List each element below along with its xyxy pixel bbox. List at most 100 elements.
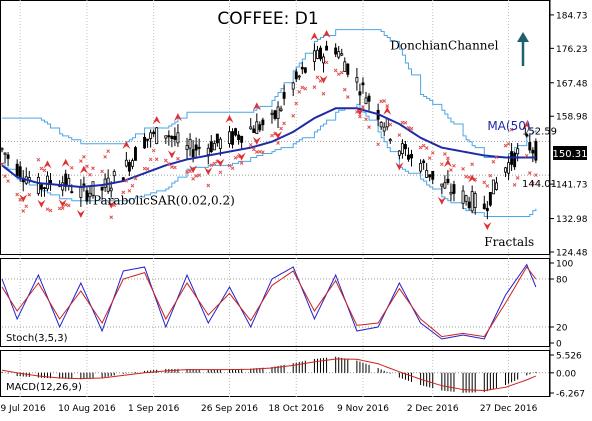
sar-dot xyxy=(91,166,95,171)
candle-body xyxy=(273,110,277,119)
candle-body xyxy=(355,76,359,83)
candle-body xyxy=(173,135,177,140)
sar-dot xyxy=(185,170,189,174)
candle-body xyxy=(194,144,198,151)
sar-dot xyxy=(142,166,147,171)
fractal-down-marker xyxy=(395,162,404,171)
sar-dot xyxy=(254,150,259,154)
candle-body xyxy=(15,163,19,177)
sar-dot xyxy=(103,154,107,159)
candle-body xyxy=(276,106,280,119)
sar-dot xyxy=(494,155,499,160)
candle-body xyxy=(6,154,10,159)
sar-dot xyxy=(333,68,338,73)
price-tick-label: 132.98 xyxy=(556,215,588,225)
candle-body xyxy=(279,108,283,111)
sar-dot xyxy=(321,91,326,96)
candle-body xyxy=(255,121,259,135)
candle-body xyxy=(494,182,498,190)
annotation-parabolic-sar: ParabolicSAR(0.02,0.2) xyxy=(93,194,235,208)
candle-body xyxy=(82,183,86,186)
sar-dot xyxy=(297,90,302,94)
candle-body xyxy=(212,143,216,151)
sar-dot xyxy=(361,105,365,110)
fractal-down-marker xyxy=(107,200,116,209)
candle-body xyxy=(127,161,131,172)
candle-body xyxy=(403,144,407,150)
price-tick-label: 158.98 xyxy=(556,113,588,123)
fractal-up-marker xyxy=(468,174,477,183)
candle-body xyxy=(319,47,322,60)
sar-dot xyxy=(485,184,490,188)
sar-dot xyxy=(379,99,384,104)
sar-dot xyxy=(82,155,86,159)
sar-dot xyxy=(106,149,111,154)
candle-body xyxy=(431,170,435,180)
candle-body xyxy=(61,182,65,191)
fractal-up-marker xyxy=(383,106,392,115)
fractal-down-marker xyxy=(167,150,176,159)
sar-dot xyxy=(449,168,453,172)
sar-dot xyxy=(248,142,253,147)
sar-dot xyxy=(515,175,520,180)
candle-body xyxy=(155,127,159,144)
candle-body xyxy=(449,191,453,195)
sar-dot xyxy=(270,133,274,138)
candle-body xyxy=(382,126,386,132)
fractal-down-marker xyxy=(274,131,283,140)
candle-body xyxy=(46,175,49,190)
sar-dot xyxy=(24,204,29,209)
sar-dot xyxy=(461,166,465,171)
fractal-up-marker xyxy=(122,140,131,149)
sar-dot xyxy=(148,157,153,162)
sar-dot xyxy=(18,197,23,202)
candle-body xyxy=(294,71,298,80)
candle-body xyxy=(240,135,244,143)
sar-dot xyxy=(85,164,89,169)
stoch-layer xyxy=(1,263,537,340)
sar-dot xyxy=(279,126,283,131)
price-layer xyxy=(0,29,538,231)
level-label-144-01: 144.01 xyxy=(522,179,557,190)
candle-body xyxy=(464,195,468,202)
candle-body xyxy=(337,51,341,58)
sar-dot xyxy=(151,148,156,153)
price-tick-label: 167.48 xyxy=(556,79,588,89)
candle-body xyxy=(516,148,520,155)
candle-body xyxy=(473,193,477,208)
fractal-up-marker xyxy=(225,114,234,123)
x-tick-label: 26 Sep 2016 xyxy=(201,404,258,414)
candle-body xyxy=(252,128,256,133)
candle-body xyxy=(446,178,450,183)
sar-dot xyxy=(39,166,44,171)
fractal-up-marker xyxy=(322,29,331,38)
stoch-tick-label: 100 xyxy=(556,260,573,270)
candle-body xyxy=(209,141,213,153)
trend-up-arrow-icon xyxy=(517,32,529,66)
sar-dot xyxy=(212,161,217,166)
candle-body xyxy=(70,191,74,194)
candle-body xyxy=(167,135,171,138)
candle-body xyxy=(419,163,423,172)
candle-body xyxy=(303,67,307,73)
sar-dot xyxy=(318,79,323,83)
sar-dot xyxy=(376,142,380,147)
candle-body xyxy=(134,147,137,161)
candle-body xyxy=(379,121,383,128)
sar-dot xyxy=(166,162,171,166)
price-tick-label: 124.48 xyxy=(556,249,588,259)
sar-dot xyxy=(312,85,317,89)
sar-dot xyxy=(424,146,429,150)
sar-dot xyxy=(470,162,475,167)
sar-dot xyxy=(530,181,535,186)
sar-dot xyxy=(6,179,10,183)
sar-dot xyxy=(303,86,308,91)
candle-body xyxy=(491,179,495,195)
sar-dot xyxy=(121,190,126,195)
sar-dot xyxy=(385,104,390,108)
sar-dot xyxy=(503,143,508,148)
stoch-line-1 xyxy=(1,263,537,340)
candle-body xyxy=(485,207,489,212)
candle-body xyxy=(228,131,231,144)
